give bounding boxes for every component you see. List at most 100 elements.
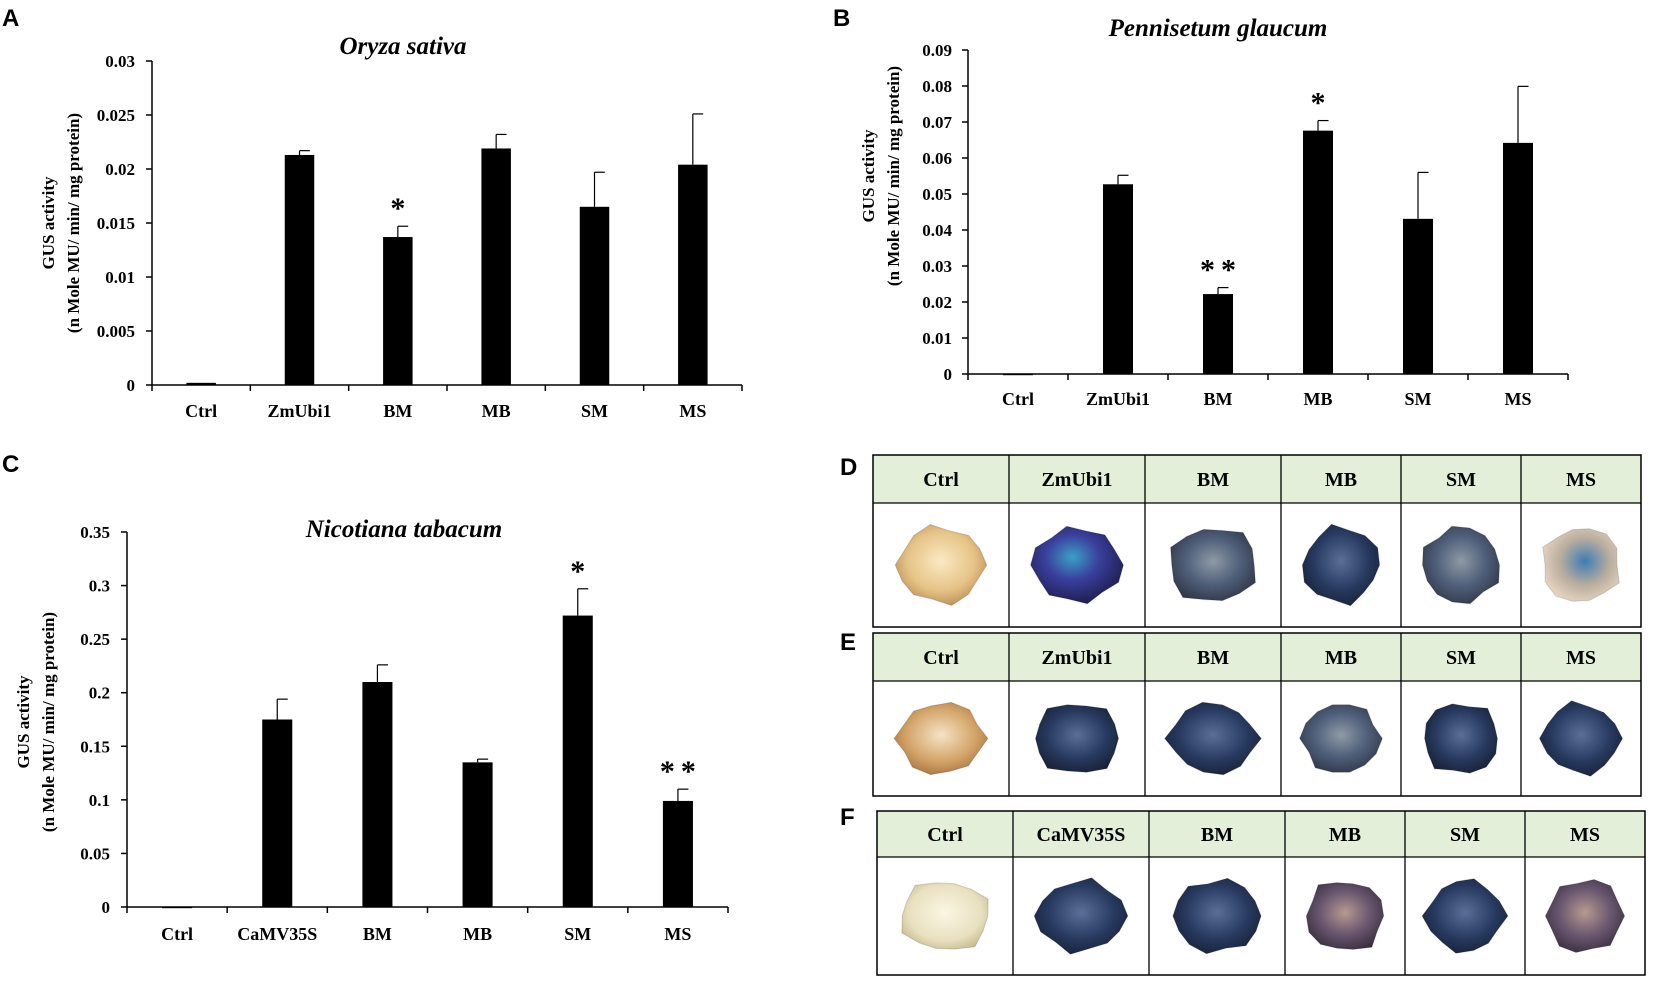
table-border xyxy=(872,632,1642,797)
y-tick-label: 0.2 xyxy=(89,684,110,703)
table-header-cell: MS xyxy=(1566,647,1596,669)
bar-sm xyxy=(579,206,610,385)
y-tick-label: 0 xyxy=(102,898,111,917)
x-category-label: Ctrl xyxy=(161,924,193,944)
bar-ctrl xyxy=(162,907,193,909)
x-category-label: MS xyxy=(664,924,691,944)
x-category-label: SM xyxy=(1405,389,1432,409)
y-tick-label: 0.015 xyxy=(97,214,135,233)
table-border xyxy=(876,810,1646,976)
chart-title: Pennisetum glaucum xyxy=(1108,15,1328,42)
y-axis-label-line1: GUS activity xyxy=(14,675,33,769)
callus-tissue-image xyxy=(1172,877,1262,955)
bar-sm xyxy=(1403,218,1433,374)
y-tick-label: 0.03 xyxy=(105,52,135,71)
bar-mb xyxy=(481,148,511,385)
x-category-label: CaMV35S xyxy=(237,924,317,944)
x-category-label: BM xyxy=(1204,389,1233,409)
bar-zmubi1 xyxy=(284,154,315,385)
bar-ms xyxy=(662,800,693,907)
callus-tissue-image xyxy=(1030,525,1124,605)
panel-letter-b: B xyxy=(833,5,850,32)
y-axis-label-line2: (n Mole MU/ min/ mg protein) xyxy=(64,113,83,333)
chart-pennisetum-glaucum: Pennisetum glaucum GUS activity (n Mole MU… xyxy=(859,15,1569,409)
callus-tissue-image xyxy=(1424,703,1498,774)
y-tick-label: 0.05 xyxy=(80,844,110,863)
callus-tissue-image xyxy=(1034,704,1120,773)
y-axis-label-line2: (n Mole MU/ min/ mg protein) xyxy=(39,612,58,832)
callus-tissue-image xyxy=(1421,878,1509,954)
table-header-cell: MB xyxy=(1329,824,1361,846)
callus-tissue-image xyxy=(1305,882,1385,950)
table-header-band xyxy=(877,811,1645,857)
y-tick-label: 0.025 xyxy=(97,106,135,125)
table-header-cell: Ctrl xyxy=(923,647,959,669)
table-header-cell: Ctrl xyxy=(923,469,959,491)
bar-zmubi1 xyxy=(1103,184,1133,374)
callus-tissue-image xyxy=(893,701,989,776)
callus-tissue-image xyxy=(1033,877,1129,955)
y-tick-label: 0 xyxy=(127,376,136,395)
panel-letter-f: F xyxy=(840,804,855,831)
table-header-cell: MB xyxy=(1325,469,1357,491)
chart-nicotiana-tabacum: Nicotiana tabacum GUS activity (n Mole MU/… xyxy=(14,516,729,944)
y-tick-label: 0.04 xyxy=(922,221,952,240)
callus-tissue-image xyxy=(1421,525,1501,605)
table-header-cell: SM xyxy=(1446,647,1476,669)
x-category-label: ZmUbi1 xyxy=(267,401,331,421)
callus-tissue-image xyxy=(1538,700,1624,777)
chart-title: Oryza sativa xyxy=(339,33,466,60)
y-tick-label: 0.07 xyxy=(922,113,952,132)
x-category-label: MS xyxy=(679,401,706,421)
y-tick-label: 0.01 xyxy=(922,329,952,348)
y-tick-label: 0 xyxy=(944,365,953,384)
callus-tissue-image xyxy=(1164,701,1262,776)
y-tick-label: 0.25 xyxy=(80,630,110,649)
bar-sm xyxy=(562,615,593,907)
y-tick-label: 0.06 xyxy=(922,149,952,168)
table-header-cell: MS xyxy=(1566,469,1596,491)
y-tick-label: 0.01 xyxy=(105,268,135,287)
y-tick-label: 0.35 xyxy=(80,523,110,542)
table-header-cell: Ctrl xyxy=(927,824,963,846)
y-tick-label: 0.02 xyxy=(105,160,135,179)
y-tick-label: 0.05 xyxy=(922,185,952,204)
bar-camv35s xyxy=(262,719,293,907)
x-category-label: SM xyxy=(581,401,608,421)
x-category-label: MB xyxy=(482,401,511,421)
bar-bm xyxy=(383,237,413,385)
bar-bm xyxy=(1203,294,1233,374)
significance-marker: * xyxy=(1311,87,1326,120)
y-tick-label: 0.1 xyxy=(89,791,110,810)
table-header-cell: BM xyxy=(1197,469,1229,491)
bar-bm xyxy=(362,682,393,907)
table-header-cell: MB xyxy=(1325,647,1357,669)
y-tick-label: 0.15 xyxy=(80,737,110,756)
table-header-band xyxy=(873,633,1641,681)
significance-marker: * * xyxy=(660,755,696,788)
image-table-d: Ctrl ZmUbi1 BM MB SM MS xyxy=(872,454,1642,628)
x-category-label: Ctrl xyxy=(185,401,217,421)
y-tick-label: 0.09 xyxy=(922,41,952,60)
table-header-cell: ZmUbi1 xyxy=(1041,647,1112,669)
callus-tissue-image xyxy=(1544,878,1626,954)
y-tick-label: 0.03 xyxy=(922,257,952,276)
callus-tissue-image xyxy=(1299,704,1383,773)
table-header-cell: MS xyxy=(1570,824,1600,846)
x-category-label: MS xyxy=(1505,389,1532,409)
chart-title: Nicotiana tabacum xyxy=(305,516,503,543)
y-axis-label-line1: GUS activity xyxy=(859,129,878,223)
table-header-cell: SM xyxy=(1450,824,1480,846)
table-header-cell: ZmUbi1 xyxy=(1041,469,1112,491)
y-tick-label: 0.3 xyxy=(89,577,110,596)
x-category-label: SM xyxy=(564,924,591,944)
table-header-cell: CaMV35S xyxy=(1037,824,1126,846)
bar-mb xyxy=(1303,130,1333,374)
bar-mb xyxy=(462,762,493,907)
y-tick-label: 0.02 xyxy=(922,293,952,312)
panel-letter-a: A xyxy=(2,5,19,32)
image-table-f: Ctrl CaMV35S BM MB SM MS xyxy=(876,810,1646,976)
table-header-cell: BM xyxy=(1197,647,1229,669)
x-category-label: BM xyxy=(363,924,392,944)
